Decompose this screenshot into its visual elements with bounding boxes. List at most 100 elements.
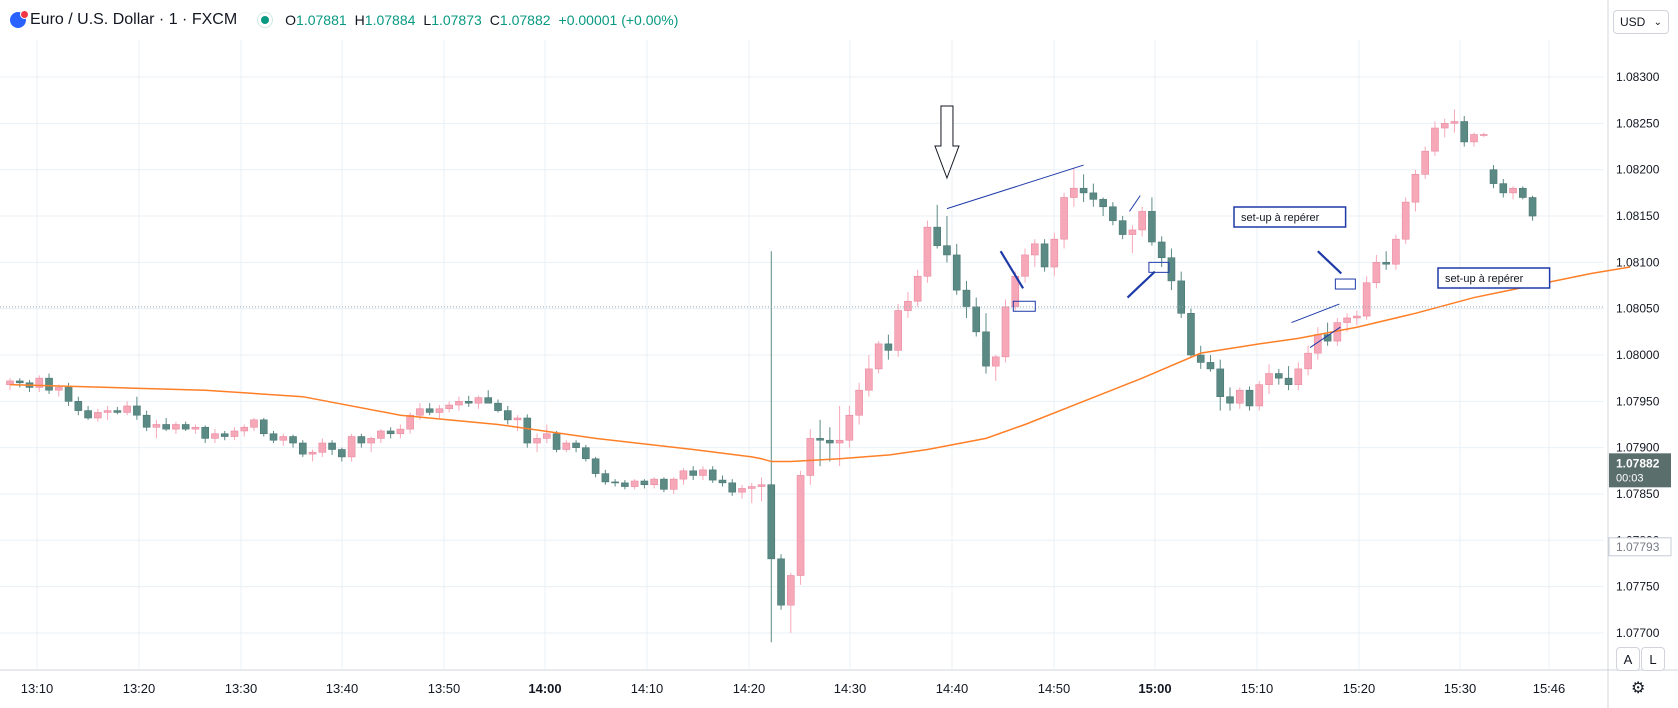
annotation-label-box[interactable] <box>1437 267 1551 289</box>
candle-body <box>1206 362 1215 370</box>
candle-body <box>1499 183 1508 194</box>
symbol-title[interactable]: Euro / U.S. Dollar · 1 · FXCM <box>30 11 238 28</box>
candle-body <box>15 380 24 384</box>
candle-body <box>816 438 824 441</box>
setup-marker-box[interactable] <box>1334 278 1356 290</box>
y-tick-label: 1.08150 <box>1616 209 1660 223</box>
candle-body <box>1265 373 1273 385</box>
setup-marker-box[interactable] <box>1012 300 1036 312</box>
candle-body <box>1509 187 1517 194</box>
candle-body <box>669 478 678 490</box>
candle-body <box>1470 134 1478 143</box>
candle-body <box>552 433 561 450</box>
candle-body <box>972 306 981 333</box>
candle-body <box>1411 174 1420 203</box>
candle-body <box>1343 317 1351 323</box>
candle-body <box>777 558 785 606</box>
trendline-drawing[interactable] <box>1317 250 1343 275</box>
y-tick-label: 1.07750 <box>1616 580 1660 594</box>
down-arrow-icon[interactable] <box>934 105 960 180</box>
candle-body <box>230 430 239 437</box>
candle-body <box>923 226 932 277</box>
candle-body <box>289 436 297 444</box>
gear-icon[interactable]: ⚙ <box>1631 680 1646 697</box>
candle-body <box>542 433 551 439</box>
market-status-icon[interactable] <box>257 12 274 28</box>
candle-body <box>142 414 151 428</box>
candle-body <box>1372 262 1381 284</box>
secondary-price-tag <box>1608 537 1672 557</box>
candle-body <box>1187 313 1195 356</box>
trendline-drawing[interactable] <box>1291 303 1340 324</box>
candle-body <box>708 469 717 481</box>
candle-body <box>640 480 649 486</box>
low-value: 1.07873 <box>431 12 482 28</box>
trendline-drawing[interactable] <box>1129 195 1141 212</box>
candle-body <box>1109 206 1117 221</box>
setup-marker-box[interactable] <box>1148 261 1170 273</box>
high-value: 1.07884 <box>364 12 416 28</box>
candle-body <box>240 426 249 432</box>
candle-body <box>279 436 288 441</box>
candle-body <box>94 412 102 419</box>
candle-body <box>357 436 366 444</box>
x-tick-label: 13:50 <box>428 681 461 696</box>
trendline-drawing[interactable] <box>999 250 1025 289</box>
candle-body <box>367 438 375 444</box>
trendline-drawing[interactable] <box>1309 326 1341 349</box>
candle-body <box>1255 384 1264 407</box>
annotation-label-text: set-up à repérer <box>1241 212 1320 224</box>
candle-body <box>796 475 805 576</box>
candle-body <box>1294 368 1303 385</box>
x-tick-label: 15:10 <box>1241 681 1274 696</box>
candle-body <box>1235 389 1244 404</box>
y-tick-label: 1.07700 <box>1616 626 1660 640</box>
candle-body <box>494 402 502 411</box>
candle-body <box>64 387 73 402</box>
log-scale-button[interactable]: L <box>1641 647 1665 671</box>
candle-body <box>1031 243 1039 256</box>
open-label: O <box>285 12 297 28</box>
candle-body <box>884 343 893 351</box>
candle-body <box>1284 377 1293 385</box>
candle-body <box>377 430 385 439</box>
candle-body <box>1089 192 1098 200</box>
trendline-drawing[interactable] <box>946 164 1084 210</box>
candle-body <box>298 442 307 455</box>
candle-body <box>747 486 756 489</box>
candle-body <box>1148 211 1156 243</box>
candle-body <box>328 442 336 450</box>
x-tick-label: 13:30 <box>225 681 258 696</box>
candle-body <box>386 430 395 435</box>
y-tick-label: 1.08200 <box>1616 163 1660 177</box>
x-tick-label: 14:20 <box>733 681 766 696</box>
candle-body <box>1099 199 1107 208</box>
candle-body <box>826 439 834 444</box>
x-tick-label: 13:20 <box>123 681 156 696</box>
trendline-drawing[interactable] <box>1126 270 1156 299</box>
x-tick-label: 15:20 <box>1343 681 1376 696</box>
candle-body <box>1519 187 1527 198</box>
candle-body <box>1392 238 1400 265</box>
candle-body <box>1060 197 1068 240</box>
chart-header: Euro / U.S. Dollar · 1 · FXCM O1.07881 H… <box>0 0 1600 40</box>
candle-body <box>318 442 327 453</box>
candle-body <box>582 447 590 460</box>
candle-body <box>874 343 883 370</box>
auto-scale-button[interactable]: A <box>1616 647 1640 671</box>
candle-body <box>259 419 268 435</box>
candle-body <box>572 442 580 448</box>
candle-body <box>943 245 951 256</box>
candle-body <box>1226 396 1234 404</box>
open-value: 1.07881 <box>296 12 347 28</box>
candle-body <box>103 410 112 413</box>
candle-body <box>523 417 532 444</box>
candle-body <box>962 289 971 308</box>
currency-selector[interactable]: USD ⌄ <box>1613 10 1669 34</box>
candle-body <box>1128 229 1137 235</box>
candle-body <box>474 397 483 404</box>
candle-body <box>201 426 209 439</box>
candle-body <box>1421 150 1429 175</box>
annotation-label-box[interactable] <box>1233 206 1347 228</box>
